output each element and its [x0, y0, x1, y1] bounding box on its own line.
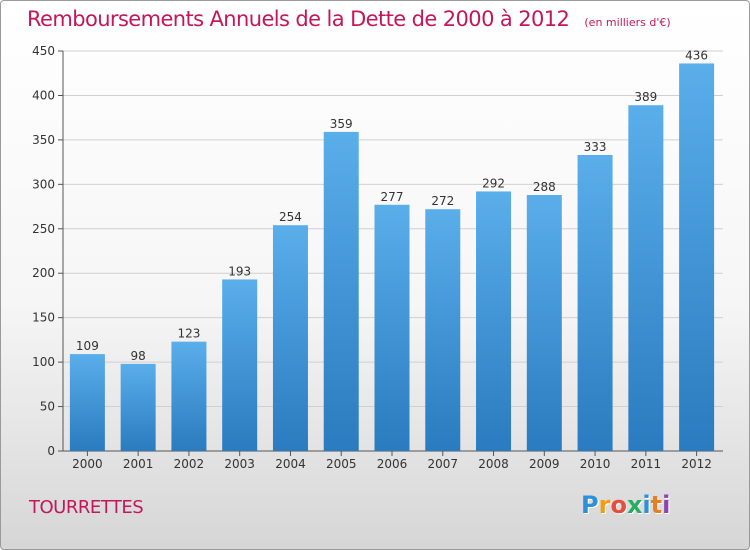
- bar-2002: [171, 341, 207, 451]
- bar-2005: [323, 131, 359, 451]
- x-tick-label: 2000: [72, 457, 103, 471]
- bar-value-label: 288: [533, 180, 556, 194]
- bar-2004: [272, 225, 308, 451]
- logo-letter: P: [581, 491, 599, 519]
- logo-letter: i: [642, 491, 651, 519]
- bar-value-label: 98: [131, 349, 146, 363]
- bar-2003: [222, 279, 258, 451]
- x-tick-label: 2005: [326, 457, 357, 471]
- x-tick-label: 2010: [580, 457, 611, 471]
- y-tick-label: 150: [32, 311, 55, 325]
- x-tick-label: 2012: [681, 457, 712, 471]
- city-name: TOURRETTES: [29, 497, 144, 518]
- x-tick-label: 2003: [224, 457, 255, 471]
- bar-2009: [526, 195, 562, 451]
- y-tick-label: 50: [40, 400, 55, 414]
- title-row: Remboursements Annuels de la Dette de 20…: [27, 7, 671, 31]
- bar-2000: [69, 354, 105, 451]
- logo-letter: x: [626, 491, 643, 519]
- y-tick-label: 100: [32, 355, 55, 369]
- logo-letter: t: [650, 491, 663, 519]
- x-tick-label: 2007: [427, 457, 458, 471]
- x-tick-label: 2001: [123, 457, 154, 471]
- y-tick-label: 0: [47, 444, 55, 458]
- bar-value-label: 109: [76, 339, 99, 353]
- bar-value-label: 193: [228, 264, 251, 278]
- x-tick-label: 2008: [478, 457, 509, 471]
- bar-2006: [374, 204, 410, 451]
- bar-2010: [577, 155, 613, 451]
- y-tick-label: 250: [32, 222, 55, 236]
- logo-letter: o: [610, 491, 627, 519]
- bar-value-label: 254: [279, 210, 302, 224]
- y-tick-label: 400: [32, 88, 55, 102]
- bar-2011: [628, 105, 664, 451]
- bar-value-label: 436: [685, 48, 708, 62]
- x-tick-label: 2011: [631, 457, 662, 471]
- bar-2001: [120, 363, 156, 451]
- bar-value-label: 333: [584, 140, 607, 154]
- bar-2008: [476, 191, 512, 451]
- y-tick-label: 450: [32, 44, 55, 58]
- x-tick-label: 2002: [174, 457, 205, 471]
- y-tick-label: 350: [32, 133, 55, 147]
- proxiti-logo: Proxiti: [581, 491, 670, 519]
- bar-value-label: 272: [431, 194, 454, 208]
- bar-value-label: 292: [482, 176, 505, 190]
- bar-value-label: 123: [177, 327, 200, 341]
- logo-letter: i: [662, 491, 671, 519]
- logo-letter: r: [598, 491, 611, 519]
- chart-title: Remboursements Annuels de la Dette de 20…: [27, 7, 570, 31]
- bar-value-label: 389: [634, 90, 657, 104]
- chart-subtitle: (en milliers d'€): [584, 16, 671, 29]
- x-tick-label: 2009: [529, 457, 560, 471]
- y-tick-label: 300: [32, 177, 55, 191]
- bar-value-label: 277: [381, 190, 404, 204]
- bar-2007: [425, 209, 461, 451]
- bar-2012: [679, 63, 715, 451]
- x-tick-label: 2006: [377, 457, 408, 471]
- x-tick-label: 2004: [275, 457, 306, 471]
- y-tick-label: 200: [32, 266, 55, 280]
- bar-value-label: 359: [330, 117, 353, 131]
